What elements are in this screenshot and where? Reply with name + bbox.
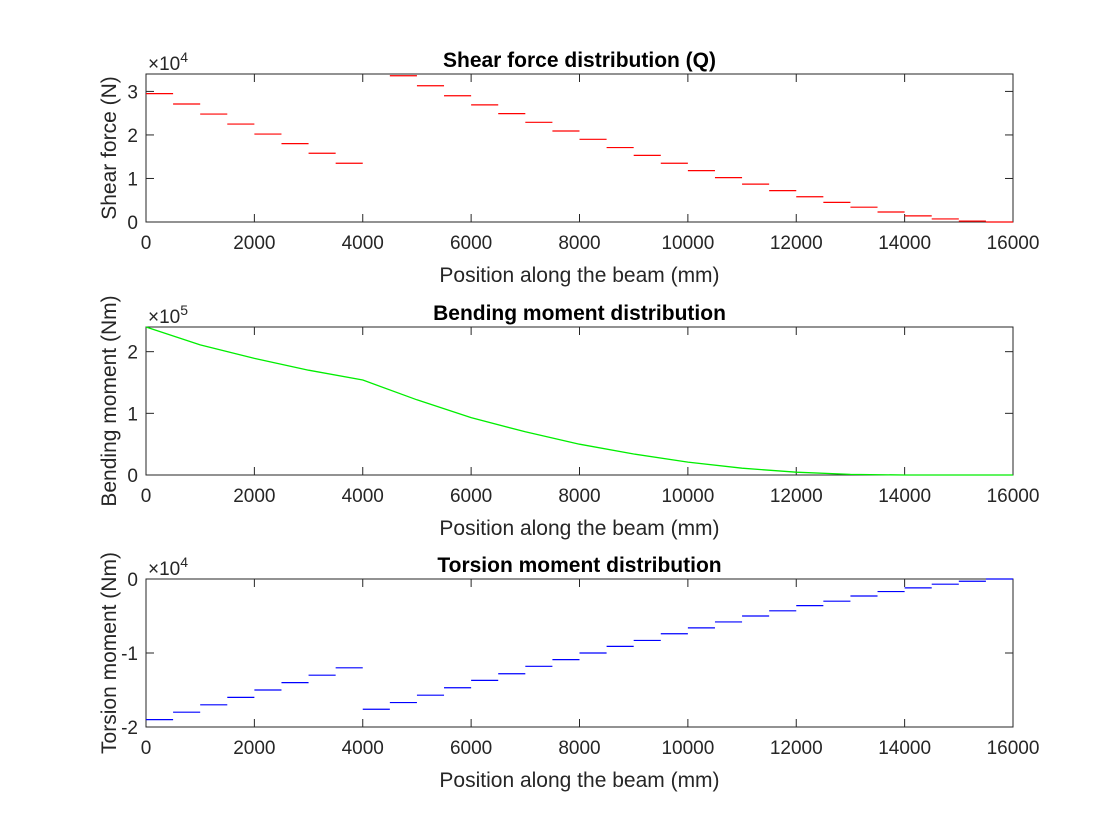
- x-tick-label: 10000: [661, 233, 714, 254]
- y-scale-factor: ×104: [148, 554, 188, 580]
- x-tick-label: 4000: [342, 738, 384, 759]
- y-tick-label: 0: [127, 570, 138, 591]
- x-tick-label: 2000: [233, 738, 275, 759]
- y-scale-exponent: 4: [180, 49, 188, 65]
- torsion-moment-chart: 0 2000 4000 6000 8000 10000 12000 14000 16000 -2 -…: [98, 552, 1039, 792]
- series-line: [145, 326, 1013, 476]
- x-tick-label: 0: [141, 486, 152, 507]
- x-tick-label: 6000: [450, 738, 492, 759]
- x-tick-label: 10000: [661, 738, 714, 759]
- x-tick-label: 6000: [450, 233, 492, 254]
- x-tick-label: 12000: [770, 738, 823, 759]
- y-tick-label: -1: [121, 644, 138, 665]
- y-axis-label: Bending moment (Nm): [98, 295, 121, 506]
- y-tick-label: 2: [127, 343, 138, 364]
- axes-box: [145, 73, 1014, 223]
- x-tick-label: 8000: [558, 486, 600, 507]
- x-tick-label: 8000: [558, 738, 600, 759]
- x-tick-label: 4000: [342, 486, 384, 507]
- x-tick-label: 14000: [878, 233, 931, 254]
- x-tick-label: 0: [141, 738, 152, 759]
- y-tick-label: 0: [127, 213, 138, 234]
- y-axis-label: Torsion moment (Nm): [98, 552, 121, 754]
- y-axis-label: Shear force (N): [98, 76, 121, 220]
- y-scale-exponent: 5: [180, 302, 188, 318]
- x-tick-label: 14000: [878, 486, 931, 507]
- x-tick-label: 16000: [987, 486, 1040, 507]
- x-tick-label: 2000: [233, 233, 275, 254]
- y-tick-label: 1: [127, 404, 138, 425]
- chart-title: Shear force distribution (Q): [443, 49, 716, 72]
- x-tick-label: 4000: [342, 233, 384, 254]
- y-scale-multiplier: ×10: [148, 54, 180, 75]
- x-tick-label: 8000: [558, 233, 600, 254]
- x-axis-label: Position along the beam (mm): [439, 769, 719, 792]
- x-tick-label: 2000: [233, 486, 275, 507]
- chart-title: Bending moment distribution: [433, 302, 726, 325]
- x-tick-label: 16000: [987, 233, 1040, 254]
- x-tick-label: 14000: [878, 738, 931, 759]
- x-axis-label: Position along the beam (mm): [439, 264, 719, 287]
- x-tick-label: 16000: [987, 738, 1040, 759]
- x-tick-label: 12000: [770, 233, 823, 254]
- x-tick-label: 0: [141, 233, 152, 254]
- y-tick-label: 1: [127, 169, 138, 190]
- y-tick-label: 0: [127, 466, 138, 487]
- x-tick-label: 6000: [450, 486, 492, 507]
- x-tick-label: 12000: [770, 486, 823, 507]
- chart-title: Torsion moment distribution: [437, 554, 721, 577]
- bending-moment-chart: 0 2000 4000 6000 8000 10000 12000 14000 16000 0 1 2…: [98, 295, 1039, 540]
- y-tick-label: 3: [127, 82, 138, 103]
- y-tick-label: 2: [127, 126, 138, 147]
- y-scale-factor: ×105: [148, 302, 188, 328]
- y-tick-label: -2: [121, 718, 138, 739]
- y-scale-multiplier: ×10: [148, 559, 180, 580]
- y-scale-factor: ×104: [148, 49, 188, 75]
- x-axis-label: Position along the beam (mm): [439, 517, 719, 540]
- y-scale-multiplier: ×10: [148, 307, 180, 328]
- y-scale-exponent: 4: [180, 554, 188, 570]
- shear-force-chart: 0 2000 4000 6000 8000 10000 12000 14000 16000 0 1 2…: [98, 49, 1039, 287]
- x-tick-label: 10000: [661, 486, 714, 507]
- axes-box: [145, 326, 1014, 476]
